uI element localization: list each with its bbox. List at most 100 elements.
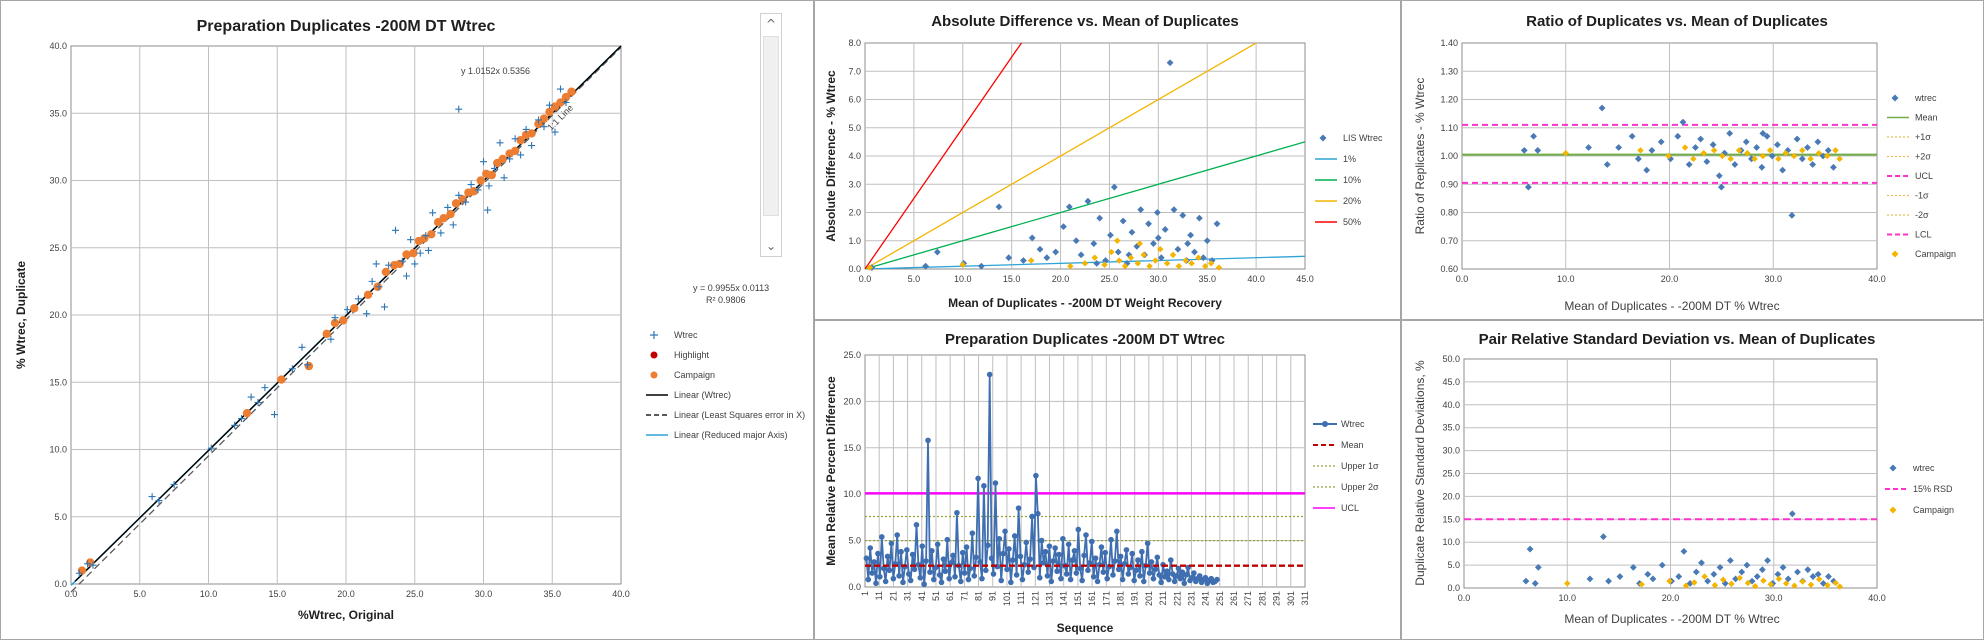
campaign-point (1195, 254, 1202, 261)
chart-title: Ratio of Duplicates vs. Mean of Duplicat… (1526, 13, 1828, 30)
wtrec-point (1726, 557, 1734, 564)
wtrec-point (1006, 546, 1012, 552)
legend-label: LIS Wtrec (1343, 133, 1383, 143)
campaign-point (242, 408, 252, 418)
x-tick-label: 30.0 (1765, 593, 1783, 603)
wtrec-point (975, 475, 981, 482)
wtrec-point (1056, 551, 1062, 558)
wtrec-point (986, 371, 993, 378)
wtrec-point (398, 257, 406, 265)
x-tick-label: 30.0 (475, 589, 493, 599)
scrollbar[interactable]: ^ ⌄ (760, 13, 782, 257)
wtrec-point (1038, 537, 1045, 544)
y-tick-label: 0.0 (848, 582, 861, 592)
legend-label: Highlight (674, 350, 710, 360)
wtrec-point (231, 421, 239, 429)
campaign-point (534, 119, 543, 129)
wtrec-point (998, 577, 1005, 584)
wtrec-point (1009, 557, 1016, 563)
wtrec-point (1173, 573, 1180, 579)
campaign-point (567, 87, 576, 96)
chevron-down-icon[interactable]: ⌄ (765, 239, 777, 253)
y-tick-label: 4.0 (848, 151, 861, 161)
y-tick-label: 1.40 (1440, 38, 1458, 48)
lis-wtrec-point (1005, 254, 1013, 262)
campaign-point (1564, 580, 1571, 587)
wtrec-point (437, 229, 445, 237)
campaign-point (458, 195, 468, 204)
wtrec-point (1140, 578, 1147, 585)
campaign-point (527, 129, 536, 138)
campaign-point (427, 230, 436, 239)
wtrec-point (907, 577, 914, 584)
chevron-up-icon[interactable]: ^ (765, 17, 777, 31)
wtrec-point (546, 101, 553, 109)
campaign-point (1760, 577, 1767, 584)
scroll-thumb[interactable] (763, 36, 779, 216)
campaign-point (395, 259, 404, 269)
x-tick-label: 41 (917, 591, 927, 601)
y-tick-label: 40.0 (1442, 400, 1460, 410)
x-tick-label: 21 (888, 591, 898, 601)
x-tick-label: 10.0 (1558, 593, 1576, 603)
sequence-chart: Preparation Duplicates -200M DT Wtrec 0.0… (824, 331, 1379, 635)
wtrec-point (1196, 573, 1203, 579)
x-tick-label: 221 (1172, 591, 1182, 606)
ratio-chart: Ratio of Duplicates vs. Mean of Duplicat… (1413, 13, 1956, 313)
wtrec-point (474, 186, 482, 194)
legend-marker (650, 351, 658, 359)
wtrec-point (425, 246, 432, 254)
wtrec-point (1083, 532, 1089, 538)
wtrec-point (363, 310, 371, 318)
wtrec-point (923, 558, 929, 564)
wtrec-point (238, 415, 245, 423)
rsd-panel: Pair Relative Standard Deviation vs. Mea… (1401, 320, 1984, 640)
y-tick-label: 30.0 (1442, 446, 1460, 456)
y-tick-label: 15.0 (843, 443, 861, 453)
wtrec-point (562, 98, 570, 106)
wtrec-point (988, 555, 995, 562)
wtrec-point (1121, 561, 1128, 567)
wtrec-point (1144, 540, 1151, 547)
wtrec-point (1692, 144, 1699, 151)
wtrec-point (1110, 572, 1116, 578)
x-tick-label: 61 (945, 591, 955, 601)
y-tick-label: 15.0 (1442, 514, 1460, 524)
wtrec-point (480, 158, 487, 166)
legend-label: 15% RSD (1913, 484, 1953, 494)
wtrec-point (1164, 568, 1170, 575)
wtrec-point (444, 203, 452, 211)
wtrec-point (1175, 565, 1182, 572)
x-tick-label: 101 (1002, 591, 1012, 606)
wtrec-point (1081, 552, 1087, 559)
wtrec-point (979, 575, 985, 582)
chart-title: Pair Relative Standard Deviation vs. Mea… (1479, 331, 1876, 348)
wtrec-point (1133, 567, 1139, 574)
x-tick-label: 10.0 (1557, 274, 1575, 284)
campaign-point (1188, 260, 1195, 267)
wtrec-point (965, 576, 972, 583)
wtrec-point (271, 411, 278, 419)
wtrec-point (1067, 576, 1074, 583)
x-tick-label: 141 (1059, 591, 1069, 606)
legend-label: Upper 1σ (1341, 461, 1379, 471)
lis-wtrec-point (995, 203, 1003, 211)
wtrec-point (331, 314, 339, 322)
wtrec-point (896, 573, 902, 579)
wtrec-point (1029, 513, 1035, 520)
wtrec-point (155, 497, 163, 505)
wtrec-point (535, 116, 542, 124)
wtrec-point (961, 570, 968, 576)
wtrec-point (1075, 526, 1082, 533)
wtrec-point (491, 164, 498, 172)
wtrec-point (875, 550, 881, 557)
y-tick-label: 5.0 (848, 123, 861, 133)
x-tick-label: 40.0 (1247, 274, 1265, 284)
wtrec-point (375, 283, 383, 291)
wtrec-point (977, 559, 983, 565)
wtrec-point (1167, 557, 1174, 563)
wtrec-point (1027, 556, 1033, 562)
wtrec-point (1019, 576, 1026, 583)
campaign-point (1101, 261, 1108, 268)
wtrec-point (254, 398, 262, 406)
